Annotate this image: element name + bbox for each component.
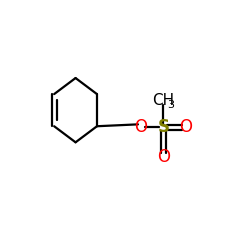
Text: 3: 3 (167, 100, 174, 110)
Text: O: O (134, 118, 147, 136)
Text: O: O (179, 118, 192, 136)
Text: O: O (157, 148, 170, 166)
Text: S: S (157, 118, 169, 136)
Text: CH: CH (152, 93, 174, 108)
